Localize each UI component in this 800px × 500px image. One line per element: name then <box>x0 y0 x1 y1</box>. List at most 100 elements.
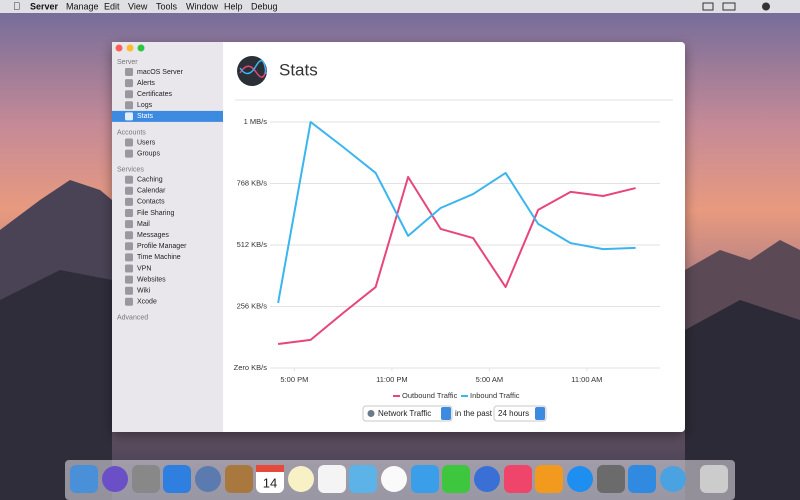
menu-item[interactable]: Tools <box>156 1 178 11</box>
user-icon[interactable] <box>762 2 770 11</box>
sidebar-item[interactable]: Mail <box>137 221 150 228</box>
calendar-day: 14 <box>263 475 277 490</box>
selection <box>112 110 223 122</box>
x-tick-label: 5:00 AM <box>476 375 504 384</box>
series-line <box>277 121 636 304</box>
sidebar-item[interactable]: macOS Server <box>137 69 184 76</box>
calendar-header <box>256 465 284 472</box>
dock-icon[interactable] <box>195 466 221 492</box>
stats-icon-line <box>239 59 267 75</box>
y-tick-label: 768 KB/s <box>237 178 268 187</box>
sidebar-item[interactable]: Users <box>137 139 156 146</box>
sidebar-item[interactable]: Certificates <box>137 91 173 98</box>
sidebar-item[interactable]: Wiki <box>137 288 151 295</box>
apple-menu[interactable]:  <box>13 2 21 13</box>
sidebar-item[interactable]: Alerts <box>137 80 155 87</box>
metric-label: Network Traffic <box>378 409 431 418</box>
dock-icon[interactable] <box>318 465 346 493</box>
sidebar-icon <box>125 79 133 88</box>
dock-icon[interactable] <box>70 465 98 493</box>
sidebar-item[interactable]: VPN <box>137 265 151 272</box>
menu-item[interactable]: View <box>128 1 148 11</box>
period-popup[interactable] <box>493 405 547 422</box>
sidebar-icon <box>125 175 133 184</box>
y-tick-label: Zero KB/s <box>234 363 268 372</box>
dock-icon[interactable] <box>411 465 439 493</box>
x-tick-label: 11:00 AM <box>571 375 602 384</box>
dock-icon[interactable] <box>474 466 500 492</box>
sidebar-item[interactable]: File Sharing <box>137 210 174 217</box>
dock-icon[interactable] <box>567 466 593 492</box>
popup-arrow[interactable] <box>441 407 451 420</box>
sidebar-item[interactable]: Xcode <box>137 299 157 306</box>
popup-arrow[interactable] <box>535 407 545 420</box>
mountain <box>0 270 112 500</box>
sidebar-icon <box>125 197 133 206</box>
dock-icon[interactable] <box>597 465 625 493</box>
sidebar-icon <box>125 275 133 284</box>
sidebar-icon <box>125 209 133 217</box>
sidebar-item[interactable]: Stats <box>137 113 153 120</box>
joiner-label: in the past <box>455 409 493 418</box>
sidebar-section: Services <box>117 167 144 174</box>
dock-icon[interactable] <box>504 465 532 493</box>
sidebar-icon <box>125 264 133 273</box>
sidebar-icon <box>125 149 133 158</box>
dock-icon[interactable] <box>660 466 686 492</box>
sidebar-item[interactable]: Contacts <box>137 199 165 206</box>
y-tick-label: 512 KB/s <box>237 240 268 249</box>
dock-icon[interactable] <box>349 465 377 493</box>
sidebar-icon <box>125 101 133 110</box>
close-button[interactable] <box>115 44 123 52</box>
sidebar-section: Accounts <box>117 129 146 136</box>
sidebar-item[interactable]: Time Machine <box>137 254 181 261</box>
sidebar-icon <box>125 231 133 240</box>
sidebar-item[interactable]: Messages <box>137 232 169 239</box>
minimize-button[interactable] <box>126 44 134 52</box>
stats-icon-line <box>239 65 267 78</box>
sidebar-icon <box>125 253 133 262</box>
legend-label: Outbound Traffic <box>402 391 458 400</box>
page-title: Stats <box>279 60 318 79</box>
dock-icon[interactable] <box>628 465 656 493</box>
dock-icon[interactable] <box>225 465 253 493</box>
menu-item[interactable]: Server <box>30 1 59 11</box>
metric-popup[interactable] <box>362 405 453 422</box>
y-tick-label: 1 MB/s <box>244 117 268 126</box>
airplay-icon[interactable] <box>702 2 714 11</box>
dock-icon[interactable] <box>700 465 728 493</box>
dock-icon[interactable] <box>442 465 470 493</box>
sidebar-item[interactable]: Calendar <box>137 188 166 195</box>
menu-item[interactable]: Edit <box>104 1 120 11</box>
menu-item[interactable]: Debug <box>251 1 278 11</box>
y-tick-label: 256 KB/s <box>237 301 268 310</box>
period-label: 24 hours <box>498 409 529 418</box>
sidebar-icon <box>125 138 133 147</box>
sidebar-icon <box>125 220 133 229</box>
dock-icon[interactable] <box>288 466 314 492</box>
x-tick-label: 5:00 PM <box>280 375 308 384</box>
sidebar-item[interactable]: Caching <box>137 177 163 184</box>
sidebar-item[interactable]: Logs <box>137 102 153 109</box>
x-tick-label: 11:00 PM <box>376 375 408 384</box>
battery-icon[interactable] <box>722 2 736 11</box>
dock-icon[interactable] <box>535 465 563 493</box>
dock-icon[interactable] <box>163 465 191 493</box>
sidebar-item[interactable]: Websites <box>137 276 166 283</box>
sidebar-item[interactable]: Groups <box>137 150 160 157</box>
menu-item[interactable]: Window <box>186 1 219 11</box>
globe-icon <box>367 410 375 417</box>
mountain <box>685 300 800 500</box>
zoom-button[interactable] <box>137 44 145 52</box>
dock-icon[interactable] <box>132 465 160 493</box>
sidebar-icon <box>125 286 133 295</box>
sidebar-icon <box>125 242 133 251</box>
dock-icon[interactable] <box>381 466 407 492</box>
sidebar-icon <box>125 112 133 121</box>
menu-item[interactable]: Help <box>224 1 243 11</box>
sidebar-item[interactable]: Profile Manager <box>137 243 187 250</box>
dock-icon[interactable] <box>102 466 128 492</box>
menu-item[interactable]: Manage <box>66 1 99 11</box>
